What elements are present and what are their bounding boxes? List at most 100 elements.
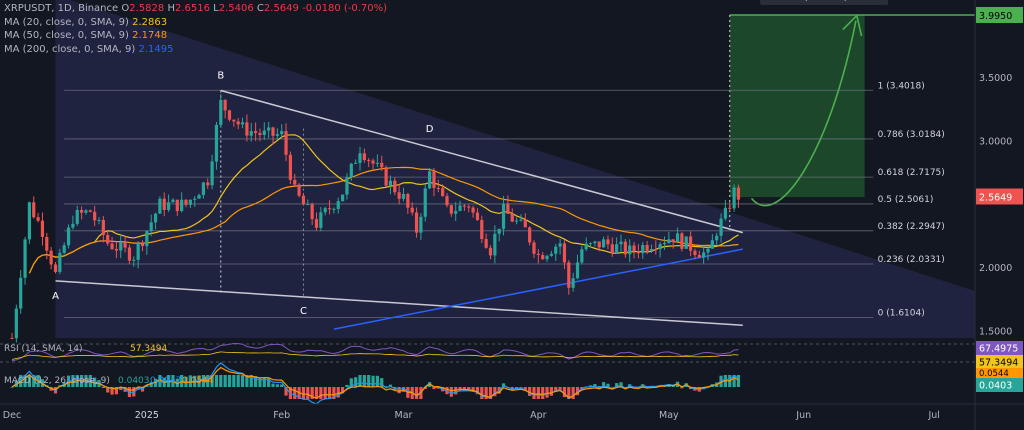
candle-body [641, 244, 645, 254]
ma20-row[interactable]: MA (20, close, 0, SMA, 9) 2.2863 [4, 16, 387, 30]
change-value: -0.0180 (-0.70%) [302, 3, 388, 14]
candle-body [619, 241, 623, 245]
candles-layer [10, 94, 741, 343]
macd-histogram-bar [401, 387, 406, 392]
candle-body [175, 199, 179, 212]
ma50-row[interactable]: MA (50, close, 0, SMA, 9) 2.1748 [4, 29, 387, 43]
ohlc-o-value: 2.5828 [129, 3, 165, 14]
candle-body [571, 278, 575, 288]
lower-trendline [55, 280, 743, 327]
candle-body [214, 124, 219, 162]
macd-histogram-bar [445, 387, 449, 395]
candle-body [66, 227, 71, 246]
candle-body [332, 208, 336, 210]
ma200-label: MA (200, close, 0, SMA, 9) [4, 43, 136, 55]
time-tick: May [659, 410, 679, 421]
candle-body [93, 211, 97, 221]
fib-label: 0.786 (3.0184) [878, 130, 945, 140]
measure-label: 1.3753 (53.63%) 13753 [768, 0, 881, 2]
macd-histogram-bar [371, 375, 375, 387]
candle-body [367, 160, 371, 162]
candle-body [510, 213, 514, 222]
macd-histogram-bar [562, 387, 567, 398]
candle-body [445, 196, 449, 206]
macd-histogram-bar [119, 387, 123, 391]
macd-histogram-bar [319, 387, 323, 399]
macd-histogram-bar [536, 387, 540, 399]
projection-arrow [750, 20, 857, 207]
candle-body [414, 212, 419, 233]
candle-body [23, 239, 27, 278]
candle-body [158, 198, 162, 214]
macd-histogram-bar [367, 375, 371, 387]
candle-body [127, 247, 132, 261]
macd-histogram-bar [397, 387, 401, 394]
macd-signal-tag [976, 368, 1023, 378]
macd-histogram-bar [184, 376, 188, 387]
macd-histogram-bar [219, 375, 223, 387]
candle-body [201, 182, 205, 196]
candle-body [732, 187, 736, 209]
macd-signal-tag-value: 0.0544 [979, 369, 1009, 379]
macd-line [11, 362, 739, 405]
candle-body [84, 210, 88, 213]
candle-body [380, 162, 384, 168]
macd-histogram-bar [32, 375, 36, 387]
ma50-value: 2.1748 [132, 30, 168, 41]
candle-body [541, 255, 545, 260]
fib-label: 0.236 (2.0331) [878, 255, 945, 265]
candle-body [297, 184, 301, 196]
candle-body [562, 243, 567, 263]
candle-body [249, 131, 253, 136]
candle-body [710, 240, 714, 249]
macd-hist-tag-value: 0.0403 [979, 381, 1012, 392]
candle-body [558, 243, 562, 247]
candle-body [341, 194, 345, 202]
macd-histogram-bar [267, 378, 271, 387]
macd-histogram-bar [101, 387, 105, 389]
macd-histogram-bar [249, 375, 253, 387]
macd-histogram-bar [414, 387, 419, 399]
macd-histogram-bar [106, 387, 110, 393]
macd-histogram-bar [349, 378, 353, 387]
macd-histogram-bar [271, 383, 275, 387]
candle-body [493, 233, 497, 256]
candle-body [719, 218, 723, 236]
candle-body [180, 199, 184, 212]
macd-histogram-bar [488, 387, 493, 399]
candle-body [545, 255, 549, 260]
rsi-label: RSI (14, SMA, 14) [4, 344, 83, 354]
candle-body [358, 153, 362, 163]
macd-histogram-bar [114, 387, 118, 395]
macd-histogram-bar [262, 378, 266, 387]
macd-histogram-bar [214, 375, 219, 387]
fib-label: 0.618 (2.7175) [878, 168, 945, 178]
macd-histogram-bar [284, 387, 288, 396]
candle-body [371, 160, 375, 164]
macd-histogram-bar [232, 375, 236, 387]
macd-histogram-bar [484, 387, 488, 399]
macd-histogram-bar [480, 387, 484, 399]
candle-body [458, 205, 462, 211]
candle-body [567, 262, 571, 288]
macd-histogram-bar [375, 375, 379, 387]
macd-histogram-bar [602, 382, 606, 387]
macd-histogram-bar [227, 375, 232, 387]
candle-body [584, 243, 588, 250]
macd-pane: MACD (12, 26, close, 9) 0.0403 0.0947 0.054… [4, 362, 741, 405]
time-tick: Jun [795, 410, 811, 421]
candle-body [210, 161, 214, 186]
candle-body [536, 253, 540, 256]
candle-body [232, 119, 236, 122]
last-price-tag [976, 188, 1023, 205]
ma200-line [333, 248, 743, 330]
fib-label: 0.5 (2.5061) [878, 195, 934, 205]
candle-body [149, 222, 153, 232]
ma200-row[interactable]: MA (200, close, 0, SMA, 9) 2.1495 [4, 43, 387, 57]
candle-body [532, 242, 536, 254]
candle-body [680, 233, 684, 249]
candle-body [349, 163, 353, 178]
macd-hist-value: 0.0403 [118, 376, 150, 386]
